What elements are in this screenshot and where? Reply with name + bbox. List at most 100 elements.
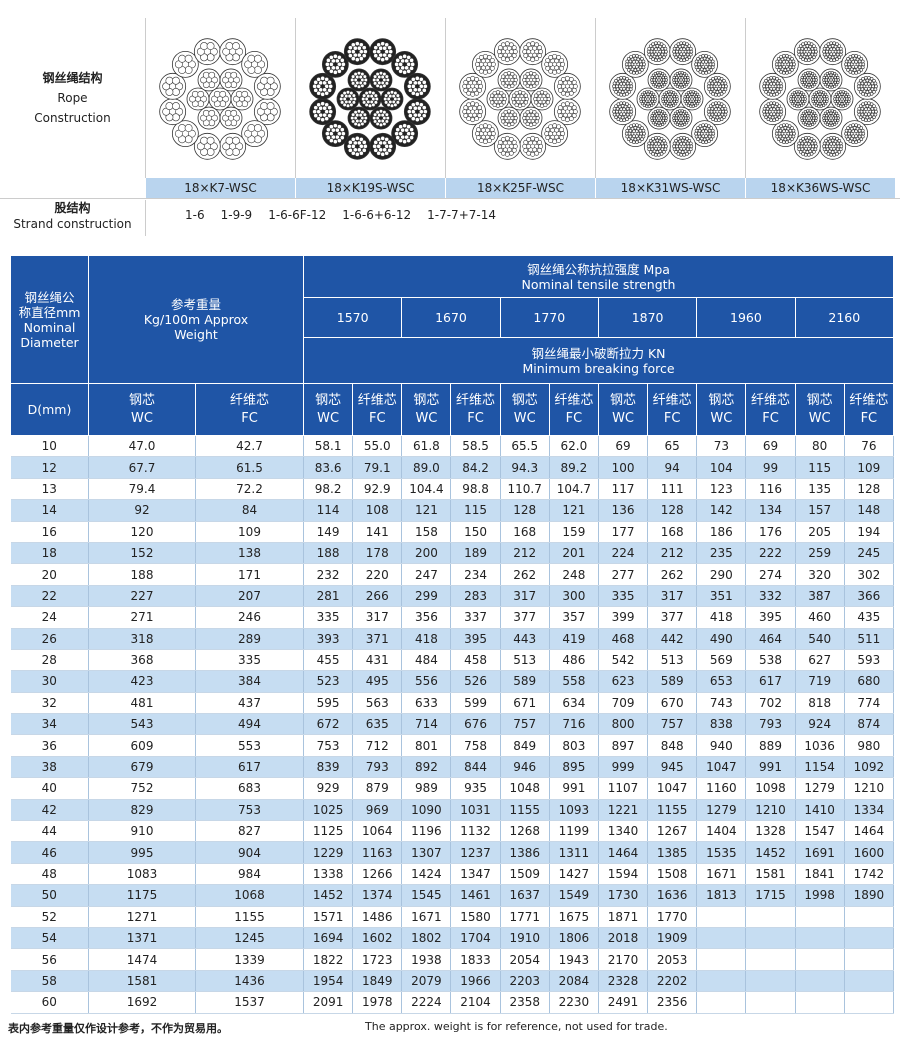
wire [714, 76, 718, 80]
rope-illustration [159, 38, 281, 160]
wire [650, 80, 654, 85]
wire [672, 46, 677, 51]
wire [836, 78, 840, 82]
wire [804, 153, 808, 157]
wire [706, 109, 711, 114]
wire [764, 115, 768, 120]
rope-column [445, 18, 596, 178]
wire [241, 100, 249, 108]
header-line: FC [467, 410, 484, 426]
data-cell: 1328 [745, 820, 796, 843]
data-cell: 553 [195, 734, 305, 757]
wire [797, 52, 801, 57]
wire [336, 68, 342, 74]
wire [340, 100, 345, 105]
wire [651, 57, 655, 61]
wire [652, 116, 656, 120]
wire [805, 150, 810, 154]
wire [835, 111, 839, 115]
header-line: 纤维芯 [652, 392, 692, 408]
wire [206, 136, 215, 145]
data-cell: 2104 [450, 991, 501, 1014]
wire [646, 144, 651, 149]
data-cell: 1125 [303, 820, 354, 843]
wire [388, 49, 394, 55]
wire [675, 49, 679, 54]
header-line: Minimum breaking force [522, 360, 675, 376]
wire [764, 104, 768, 108]
wire [629, 84, 634, 89]
wire [466, 90, 472, 96]
wire [777, 90, 782, 94]
wire [534, 42, 540, 48]
data-cell: 65 [647, 435, 698, 458]
wire [801, 83, 805, 87]
wire [376, 42, 382, 48]
wire [651, 42, 655, 46]
wire [721, 84, 725, 89]
wire [846, 126, 850, 130]
wire [477, 113, 482, 119]
data-cell: 1092 [844, 756, 894, 779]
data-row: 30 423 384 523 495 556 526 589 558 623 589 653 617 71… [10, 670, 894, 693]
wire [410, 76, 416, 82]
wire [326, 127, 331, 133]
strand [471, 120, 499, 148]
wire [835, 42, 839, 46]
data-cell: 1221 [598, 799, 649, 822]
wire [477, 105, 482, 111]
data-cell: 108 [352, 499, 403, 522]
wire [694, 62, 698, 67]
wire [496, 143, 502, 149]
rope-illustration [309, 38, 431, 160]
wire [556, 68, 562, 74]
wire [566, 80, 572, 86]
wire [722, 78, 726, 83]
wire [191, 90, 199, 98]
wire [833, 110, 837, 114]
wire [782, 54, 786, 58]
wire [822, 52, 827, 57]
data-cell: 2091 [303, 991, 354, 1014]
wire [787, 70, 792, 74]
wire [534, 56, 540, 61]
wire [534, 137, 540, 142]
data-cell: 1338 [303, 863, 354, 886]
wire [564, 117, 570, 123]
wire [614, 90, 618, 94]
wire [421, 105, 427, 111]
wire [777, 131, 782, 136]
wire [871, 84, 875, 89]
wire [823, 97, 827, 101]
wire [384, 137, 390, 142]
wire [801, 121, 805, 125]
data-cell: 332 [745, 585, 796, 608]
wire [378, 84, 384, 89]
footer-note: 表内参考重量仅作设计参考，不作为贸易用。 [8, 1022, 228, 1035]
wire [500, 77, 505, 83]
data-row: 38 679 617 839 793 892 844 946 895 999 945 1047 991 1… [10, 756, 894, 779]
data-cell: 302 [844, 563, 894, 586]
wire [508, 42, 514, 48]
wire [809, 152, 814, 156]
wire [346, 49, 352, 55]
wire [373, 81, 378, 86]
wire [852, 68, 857, 72]
strand-construction: 1-7-7+7-14 [427, 208, 496, 222]
wire [253, 66, 262, 74]
wire [342, 102, 347, 107]
wire [775, 117, 779, 121]
wire [796, 49, 801, 54]
wire [421, 113, 427, 119]
wire [506, 140, 512, 146]
core-type: 钢芯 WC [794, 383, 845, 436]
header-line: WC [513, 410, 536, 426]
data-cell: 83.6 [303, 456, 354, 479]
wire [534, 112, 539, 117]
wire [535, 115, 540, 121]
wire [640, 126, 644, 130]
data-cell: 128 [500, 499, 550, 522]
wire [807, 153, 811, 157]
data-cell: 141 [352, 521, 403, 543]
empty-cell [696, 906, 747, 928]
